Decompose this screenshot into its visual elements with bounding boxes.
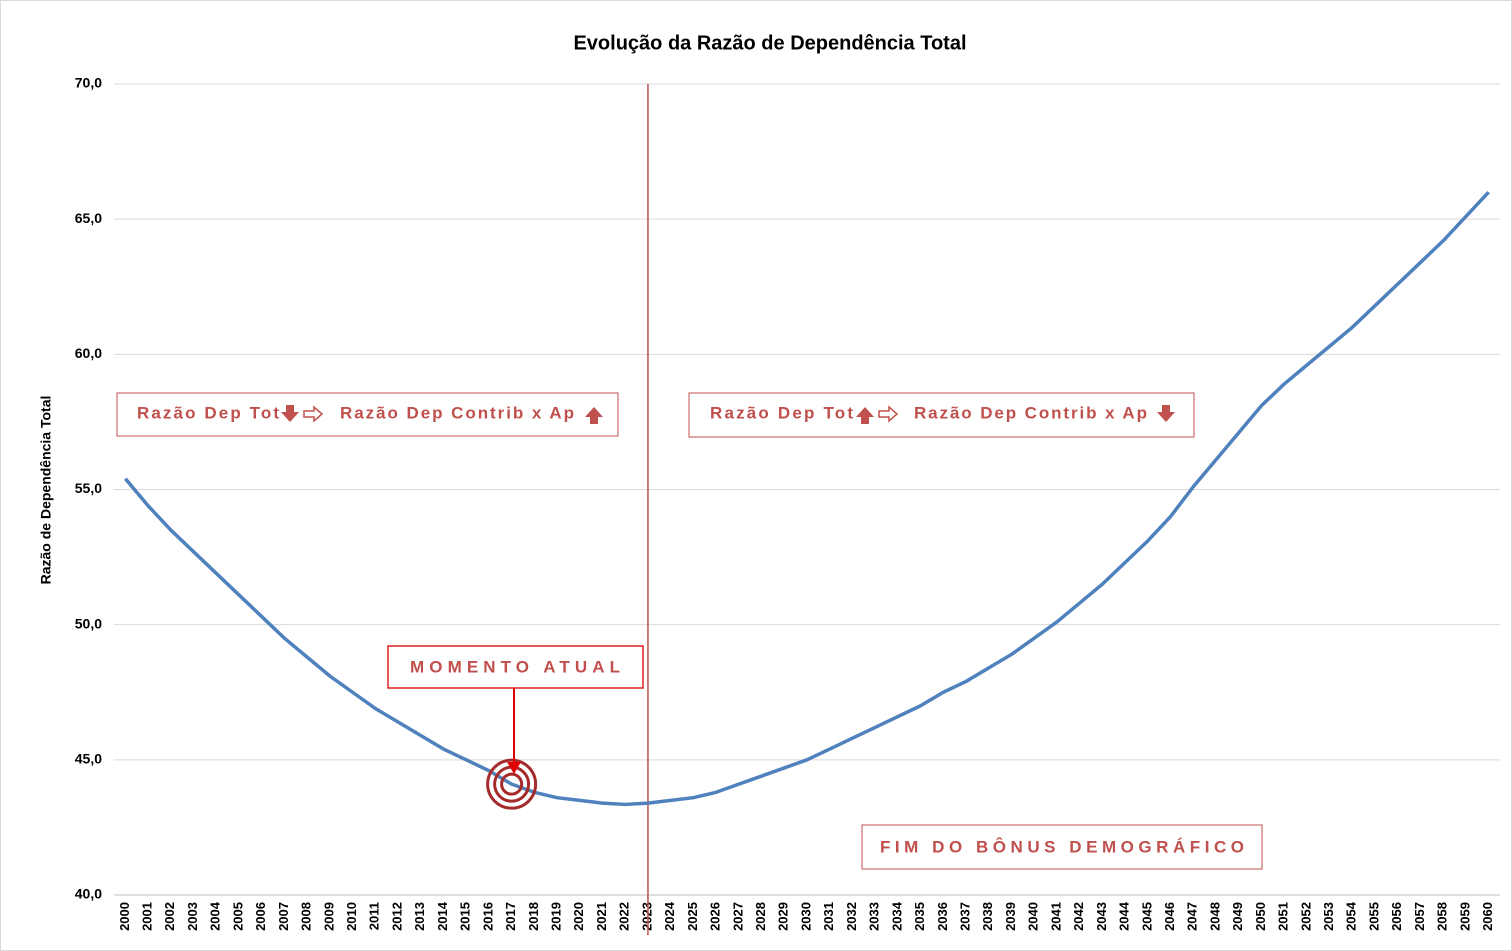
x-tick-label: 2040: [1026, 902, 1041, 931]
y-axis-label: Razão de Dependência Total: [38, 396, 54, 585]
x-tick-label: 2045: [1139, 902, 1154, 931]
x-tick-label: 2041: [1048, 902, 1063, 931]
y-tick-label: 60,0: [75, 345, 102, 361]
x-tick-label: 2043: [1094, 902, 1109, 931]
highlight-ring: [486, 758, 538, 810]
x-tick-label: 2054: [1344, 901, 1359, 931]
x-tick-label: 2052: [1298, 902, 1313, 931]
x-tick-label: 2056: [1389, 902, 1404, 931]
x-tick-label: 2014: [435, 901, 450, 931]
x-tick-label: 2000: [117, 902, 132, 931]
x-tick-label: 2019: [549, 902, 564, 931]
highlight-ring: [500, 772, 524, 796]
x-tick-label: 2002: [162, 902, 177, 931]
annotation-text: Razão Dep Tot: [137, 403, 279, 422]
annotation-text: Razão Dep Tot: [710, 403, 853, 422]
y-tick-label: 70,0: [75, 75, 102, 91]
x-tick-label: 2055: [1366, 902, 1381, 931]
annotations: Razão Dep Tot Razão Dep Contrib x Ap Raz…: [116, 392, 1263, 870]
x-tick-label: 2017: [503, 902, 518, 931]
y-tick-label: 50,0: [75, 615, 102, 631]
x-tick-label: 2037: [957, 902, 972, 931]
down-arrow-icon: [281, 405, 299, 422]
x-tick-label: 2038: [980, 902, 995, 931]
x-tick-label: 2046: [1162, 902, 1177, 931]
y-tick-label: 40,0: [75, 886, 102, 902]
y-tick-label: 45,0: [75, 751, 102, 767]
x-tick-label: 2005: [230, 902, 245, 931]
x-tick-label: 2024: [662, 901, 677, 931]
x-tick-label: 2051: [1276, 902, 1291, 931]
x-tick-label: 2021: [594, 902, 609, 931]
x-tick-label: 2026: [708, 902, 723, 931]
x-tick-label: 2006: [253, 902, 268, 931]
x-tick-label: 2058: [1435, 902, 1450, 931]
x-tick-label: 2059: [1457, 902, 1472, 931]
x-tick-label: 2025: [685, 902, 700, 931]
x-tick-label: 2015: [458, 902, 473, 931]
x-tick-label: 2023: [639, 902, 654, 931]
right-arrow-icon: [878, 405, 899, 423]
x-tick-label: 2034: [889, 901, 904, 931]
x-tick-label: 2020: [571, 902, 586, 931]
x-tick-label: 2008: [299, 902, 314, 931]
x-tick-label: 2027: [730, 902, 745, 931]
x-tick-label: 2022: [617, 902, 632, 931]
plot: 40,0 45,0 50,0 55,0 60,0 65,0 70,0 2000 2001 2002…: [75, 75, 1500, 935]
line-series: [124, 190, 1490, 807]
x-tick-label: 2012: [389, 902, 404, 931]
annotation-box: [116, 392, 619, 437]
x-tick-label: 2047: [1185, 902, 1200, 931]
x-tick-label: 2018: [526, 902, 541, 931]
x-tick-label: 2003: [185, 902, 200, 931]
x-tick-label: 2009: [321, 902, 336, 931]
x-tick-label: 2035: [912, 902, 927, 931]
x-tick-label: 2010: [344, 902, 359, 931]
x-tick-label: 2057: [1412, 902, 1427, 931]
right-arrow-icon: [303, 405, 324, 423]
down-arrow-icon: [1157, 405, 1175, 422]
annotation-box: [861, 824, 1263, 870]
x-tick-label: 2007: [276, 902, 291, 931]
x-tick-label: 2036: [935, 902, 950, 931]
x-tick-label: 2001: [140, 902, 155, 931]
up-arrow-icon: [585, 407, 603, 424]
x-tick-label: 2039: [1003, 902, 1018, 931]
pointer-arrowhead: [507, 762, 521, 774]
x-tick-label: 2029: [776, 902, 791, 931]
x-tick-label: 2031: [821, 902, 836, 931]
annotation-box: [387, 645, 644, 689]
x-tick-label: 2028: [753, 902, 768, 931]
x-tick-label: 2032: [844, 902, 859, 931]
y-tick-label: 65,0: [75, 210, 102, 226]
x-tick-label: 2049: [1230, 902, 1245, 931]
annotation-text: Razão Dep Contrib x Ap: [340, 403, 574, 422]
x-tick-label: 2016: [480, 902, 495, 931]
x-tick-label: 2060: [1480, 902, 1495, 931]
x-tick-label: 2053: [1321, 902, 1336, 931]
annotation-text: FIM DO BÔNUS DEMOGRÁFICO: [880, 837, 1244, 856]
x-tick-label: 2048: [1207, 902, 1222, 931]
chart-title: Evolução da Razão de Dependência Total: [573, 32, 966, 54]
y-tick-label: 55,0: [75, 480, 102, 496]
x-tick-label: 2044: [1117, 901, 1132, 931]
x-tick-label: 2011: [367, 902, 382, 930]
x-tick-label: 2050: [1253, 902, 1268, 931]
x-tick-label: 2042: [1071, 902, 1086, 931]
x-tick-label: 2030: [798, 902, 813, 931]
x-tick-label: 2004: [208, 901, 223, 931]
up-arrow-icon: [856, 407, 874, 424]
annotation-box: [688, 392, 1195, 438]
x-tick-label: 2033: [867, 902, 882, 931]
x-tick-label: 2013: [412, 902, 427, 931]
